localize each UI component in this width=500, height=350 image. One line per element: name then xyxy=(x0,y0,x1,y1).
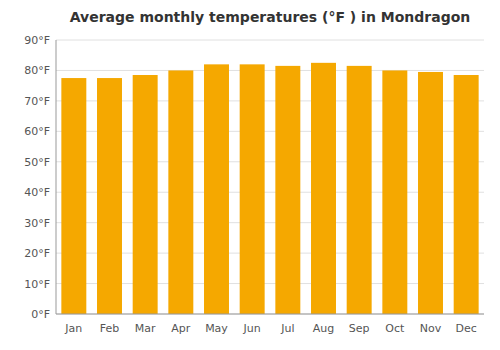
bar xyxy=(418,72,443,314)
page: {"chart_data": {"type": "bar", "title": … xyxy=(0,0,500,350)
y-axis: 0°F 10°F 20°F 30°F 40°F 50°F 60°F 70°F 80°F 90°F xyxy=(24,34,50,321)
x-tick-label: Jan xyxy=(64,322,82,335)
x-tick-label: Feb xyxy=(100,322,119,335)
x-axis-line xyxy=(56,314,484,315)
grid-line xyxy=(56,40,484,41)
y-tick-label: 20°F xyxy=(24,247,50,260)
grid-line xyxy=(56,314,484,315)
y-tick-label: 30°F xyxy=(24,217,50,230)
x-axis: Jan Feb Mar Apr May Jun Jul Aug Sep Oct Nov Dec xyxy=(64,322,476,335)
y-tick-label: 70°F xyxy=(24,95,50,108)
x-tick-label: Aug xyxy=(313,322,334,335)
bar xyxy=(454,75,479,314)
bar xyxy=(168,70,193,314)
bar xyxy=(97,78,122,314)
bars xyxy=(61,63,478,314)
bar xyxy=(347,66,372,314)
bar xyxy=(275,66,300,314)
chart-title: Average monthly temperatures (°F ) in Mo… xyxy=(70,9,470,25)
bar xyxy=(133,75,158,314)
y-tick-label: 90°F xyxy=(24,34,50,47)
x-tick-label: Dec xyxy=(456,322,477,335)
bar xyxy=(240,64,265,314)
y-tick-label: 10°F xyxy=(24,278,50,291)
bar xyxy=(311,63,336,314)
grid-line xyxy=(56,70,484,71)
x-tick-label: Jun xyxy=(243,322,261,335)
x-tick-label: Jul xyxy=(280,322,294,335)
x-tick-label: Mar xyxy=(135,322,156,335)
x-tick-label: Oct xyxy=(385,322,405,335)
y-tick-label: 60°F xyxy=(24,125,50,138)
y-tick-label: 40°F xyxy=(24,186,50,199)
y-axis-line xyxy=(56,40,57,314)
bar xyxy=(204,64,229,314)
y-tick-label: 50°F xyxy=(24,156,50,169)
chart: Average monthly temperatures (°F ) in Mo… xyxy=(0,0,500,350)
bar xyxy=(382,70,407,314)
bar xyxy=(61,78,86,314)
grid xyxy=(56,40,484,314)
x-tick-label: May xyxy=(205,322,228,335)
x-tick-label: Nov xyxy=(420,322,442,335)
x-tick-label: Apr xyxy=(171,322,191,335)
y-tick-label: 0°F xyxy=(31,308,50,321)
x-tick-label: Sep xyxy=(349,322,370,335)
y-tick-label: 80°F xyxy=(24,64,50,77)
